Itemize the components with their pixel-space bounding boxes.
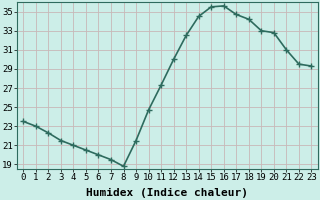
X-axis label: Humidex (Indice chaleur): Humidex (Indice chaleur) <box>86 188 248 198</box>
